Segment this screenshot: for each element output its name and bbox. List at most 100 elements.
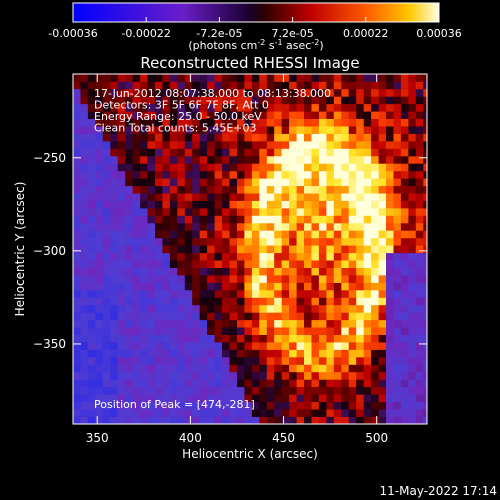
heatmap-cell — [214, 304, 223, 313]
heatmap-cell — [214, 215, 223, 224]
heatmap-cell — [423, 290, 427, 298]
heatmap-cell — [311, 304, 320, 313]
heatmap-cell — [132, 222, 141, 231]
heatmap-cell — [155, 319, 163, 328]
heatmap-cell — [259, 275, 268, 283]
heatmap-cell — [162, 245, 171, 254]
heatmap-cell — [207, 88, 215, 97]
heatmap-cell — [393, 96, 402, 105]
heatmap-cell — [162, 334, 171, 343]
heatmap-cell — [237, 319, 245, 328]
heatmap-cell — [378, 364, 387, 373]
heatmap-cell — [348, 394, 357, 402]
heatmap-cell — [318, 208, 327, 216]
heatmap-cell — [147, 133, 156, 142]
heatmap-cell — [423, 141, 427, 149]
heatmap-cell — [229, 148, 238, 157]
heatmap-cell — [207, 342, 215, 350]
heatmap-cell — [80, 103, 89, 112]
heatmap-cell — [363, 252, 372, 261]
heatmap-cell — [363, 394, 372, 402]
heatmap-cell — [117, 275, 126, 283]
heatmap-cell — [356, 260, 365, 268]
heatmap-cell — [73, 103, 81, 112]
heatmap-cell — [274, 349, 283, 358]
heatmap-cell — [378, 215, 387, 224]
heatmap-cell — [117, 245, 126, 254]
heatmap-cell — [400, 200, 409, 209]
heatmap-cell — [408, 290, 417, 298]
heatmap-cell — [386, 103, 394, 112]
heatmap-cell — [378, 126, 387, 134]
heatmap-cell — [274, 357, 283, 365]
heatmap-cell — [155, 126, 163, 134]
heatmap-cell — [73, 222, 81, 231]
heatmap-cell — [80, 230, 89, 239]
heatmap-cell — [296, 96, 305, 105]
heatmap-cell — [408, 275, 417, 283]
heatmap-cell — [281, 364, 290, 373]
heatmap-cell — [415, 88, 424, 97]
heatmap-cell — [222, 103, 230, 112]
heatmap-cell — [140, 297, 148, 306]
heatmap-cell — [207, 267, 215, 276]
heatmap-cell — [386, 379, 394, 388]
heatmap-cell — [80, 252, 89, 261]
heatmap-cell — [311, 74, 320, 82]
heatmap-cell — [140, 409, 148, 417]
heatmap-cell — [177, 394, 186, 402]
heatmap-cell — [296, 215, 305, 224]
heatmap-cell — [169, 126, 178, 134]
heatmap-cell — [222, 185, 230, 194]
heatmap-cell — [281, 163, 290, 172]
heatmap-cell — [356, 148, 365, 157]
heatmap-cell — [259, 96, 268, 105]
heatmap-cell — [356, 111, 365, 119]
heatmap-cell — [393, 245, 402, 254]
heatmap-cell — [237, 312, 245, 321]
heatmap-cell — [222, 111, 230, 119]
heatmap-cell — [356, 416, 365, 424]
heatmap-cell — [95, 275, 104, 283]
heatmap-cell — [244, 304, 253, 313]
heatmap-cell — [266, 290, 275, 298]
heatmap-cell — [393, 230, 402, 239]
heatmap-cell — [237, 170, 245, 179]
heatmap-cell — [162, 200, 171, 209]
heatmap-cell — [222, 304, 230, 313]
heatmap-cell — [341, 163, 350, 172]
heatmap-cell — [147, 304, 156, 313]
heatmap-cell — [266, 409, 275, 417]
heatmap-cell — [244, 327, 253, 335]
heatmap-cell — [125, 364, 134, 373]
heatmap-cell — [296, 416, 305, 424]
heatmap-cell — [102, 394, 111, 402]
heatmap-cell — [177, 237, 186, 246]
heatmap-cell — [87, 394, 96, 402]
heatmap-cell — [415, 319, 424, 328]
x-tick-label: 400 — [179, 431, 202, 445]
heatmap-cell — [333, 208, 342, 216]
heatmap-cell — [386, 222, 394, 231]
heatmap-cell — [132, 416, 141, 424]
heatmap-cell — [371, 416, 379, 424]
heatmap-cell — [192, 312, 201, 321]
heatmap-cell — [371, 81, 379, 90]
heatmap-cell — [184, 275, 193, 283]
heatmap-cell — [162, 237, 171, 246]
heatmap-cell — [110, 193, 119, 201]
heatmap-cell — [184, 222, 193, 231]
heatmap-cell — [140, 245, 148, 254]
heatmap-cell — [318, 170, 327, 179]
heatmap-cell — [229, 88, 238, 97]
heatmap-cell — [222, 118, 230, 127]
heatmap-cell — [125, 74, 134, 82]
heatmap-cell — [333, 222, 342, 231]
heatmap-cell — [102, 215, 111, 224]
heatmap-cell — [296, 401, 305, 410]
heatmap-cell — [102, 133, 111, 142]
heatmap-cell — [408, 200, 417, 209]
heatmap-cell — [266, 312, 275, 321]
heatmap-cell — [251, 141, 260, 149]
colorbar-tick-label: -0.00022 — [121, 27, 170, 40]
